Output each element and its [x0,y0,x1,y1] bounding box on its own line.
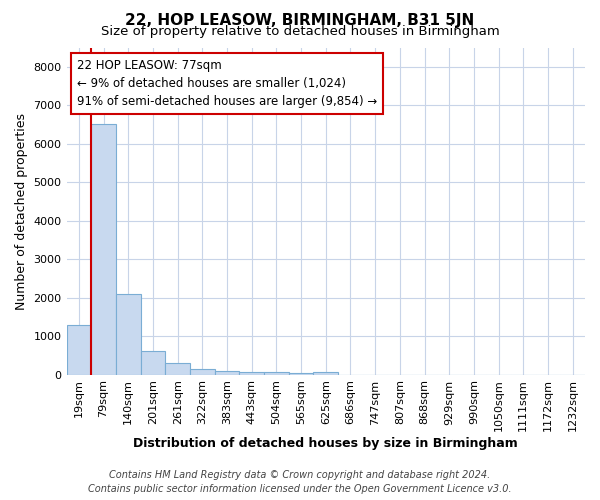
Bar [91,124,116,374]
Bar [239,372,264,374]
Text: 22 HOP LEASOW: 77sqm
← 9% of detached houses are smaller (1,024)
91% of semi-det: 22 HOP LEASOW: 77sqm ← 9% of detached ho… [77,59,377,108]
Bar [264,372,289,374]
Text: Size of property relative to detached houses in Birmingham: Size of property relative to detached ho… [101,25,499,38]
X-axis label: Distribution of detached houses by size in Birmingham: Distribution of detached houses by size … [133,437,518,450]
Bar [215,370,239,374]
Bar [116,294,140,374]
Text: 22, HOP LEASOW, BIRMINGHAM, B31 5JN: 22, HOP LEASOW, BIRMINGHAM, B31 5JN [125,12,475,28]
Bar [67,324,91,374]
Bar [313,372,338,374]
Text: Contains HM Land Registry data © Crown copyright and database right 2024.
Contai: Contains HM Land Registry data © Crown c… [88,470,512,494]
Bar [165,362,190,374]
Bar [190,369,215,374]
Y-axis label: Number of detached properties: Number of detached properties [15,112,28,310]
Bar [140,350,165,374]
